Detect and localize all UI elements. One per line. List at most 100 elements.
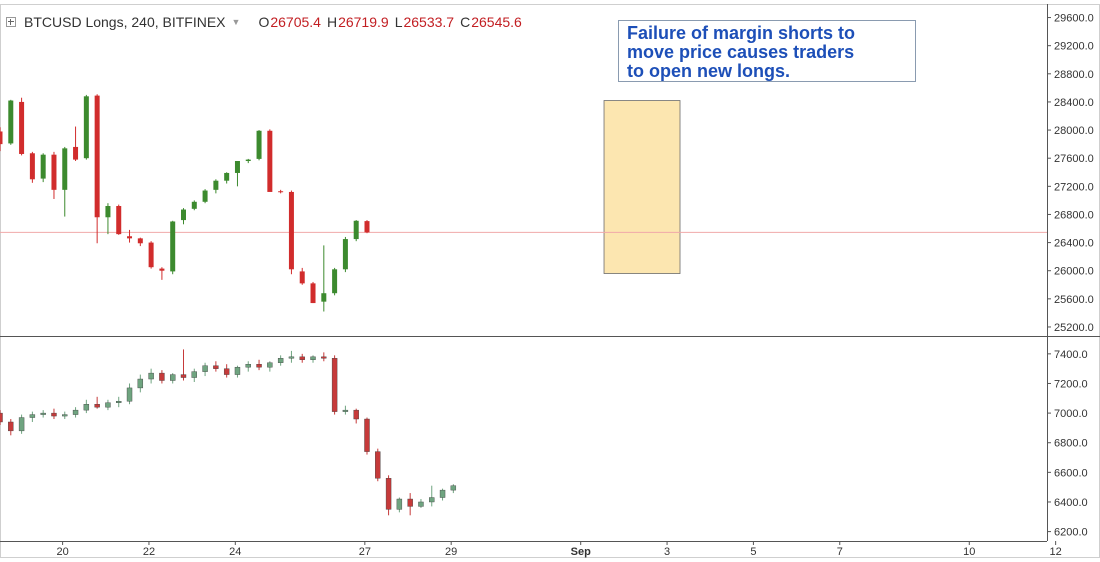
candle xyxy=(191,200,197,211)
candle xyxy=(62,146,68,217)
candle xyxy=(148,241,154,269)
candle-body xyxy=(364,221,370,233)
legend-bar: BTCUSD Longs, 240, BITFINEX ▼ O 26705.4 H… xyxy=(6,12,522,32)
candle xyxy=(364,417,370,455)
candle xyxy=(288,350,295,363)
candle xyxy=(159,267,165,280)
candle xyxy=(418,499,424,508)
y-tick-label: 26400.0 xyxy=(1054,238,1094,250)
candle xyxy=(223,364,230,378)
x-tick-label: 5 xyxy=(750,546,756,558)
x-tick-label: 22 xyxy=(143,546,155,558)
candle xyxy=(72,407,79,418)
candle xyxy=(170,373,176,384)
candle-body xyxy=(310,283,316,304)
candle-body xyxy=(288,356,295,359)
candle-body xyxy=(137,238,143,244)
candle-body xyxy=(439,489,446,498)
candle xyxy=(375,448,381,482)
candle-body xyxy=(396,498,403,510)
candle xyxy=(148,368,154,384)
price-pane: 7400.0 7200.0 7000.0 6800.0 6600.0 6400.0 6200… xyxy=(0,349,1088,539)
candle xyxy=(18,414,25,434)
candle xyxy=(29,151,35,183)
candle-body xyxy=(170,221,176,272)
candle xyxy=(202,189,208,204)
y-tick-label: 6800.0 xyxy=(1054,438,1088,450)
y-tick-label: 7000.0 xyxy=(1054,408,1088,420)
candle-body xyxy=(73,146,79,160)
candle-body xyxy=(148,242,154,268)
annotation-line: Failure of margin shorts to xyxy=(627,23,856,43)
candle-body xyxy=(245,364,251,368)
candle xyxy=(137,374,144,393)
candle xyxy=(170,220,176,275)
x-tick-label: 27 xyxy=(359,546,371,558)
candle-body xyxy=(8,100,14,144)
candle xyxy=(407,493,413,516)
candle-body xyxy=(126,387,133,402)
collapse-legend-icon[interactable] xyxy=(6,17,16,27)
candle-body xyxy=(148,372,154,380)
candle xyxy=(51,151,57,199)
ohlc-low-value: 26533.7 xyxy=(403,14,455,30)
ohlc-high-label: H xyxy=(326,14,338,30)
annotation-line: move price causes traders xyxy=(627,42,855,62)
candle xyxy=(353,408,359,424)
candle xyxy=(8,99,14,145)
candle-body xyxy=(288,191,294,270)
candle xyxy=(310,281,316,304)
candle-body xyxy=(137,378,144,389)
candle-body xyxy=(94,95,100,218)
candle-body xyxy=(94,404,100,408)
candle-body xyxy=(321,356,327,359)
candle xyxy=(19,97,25,156)
chart-frame xyxy=(0,4,1100,558)
x-tick-label: 12 xyxy=(1050,546,1062,558)
candle-body xyxy=(342,239,348,270)
candle xyxy=(267,361,273,372)
chevron-down-icon[interactable]: ▼ xyxy=(231,17,241,27)
y-tick-label: 27200.0 xyxy=(1054,181,1094,193)
y-tick-label: 29200.0 xyxy=(1054,41,1094,53)
annotation-box[interactable]: Failure of margin shorts to move price c… xyxy=(618,20,916,82)
candle-body xyxy=(170,374,176,381)
candle xyxy=(288,190,294,275)
candle-body xyxy=(40,412,46,415)
candle-body xyxy=(116,206,122,235)
x-tick-label: 3 xyxy=(664,546,670,558)
candle-body xyxy=(364,418,370,452)
candle-body xyxy=(105,206,111,218)
candle xyxy=(73,126,79,162)
symbol-title[interactable]: BTCUSD Longs, 240, BITFINEX xyxy=(24,14,226,30)
y-tick-label: 25600.0 xyxy=(1054,294,1094,306)
candle xyxy=(331,355,338,415)
candle-body xyxy=(159,372,165,381)
candle xyxy=(299,267,305,285)
candle-body xyxy=(332,269,338,294)
candle-body xyxy=(18,417,25,432)
candle xyxy=(396,497,403,513)
y-tick-label: 27600.0 xyxy=(1054,153,1094,165)
y-tick-label: 26800.0 xyxy=(1054,209,1094,221)
candle xyxy=(278,189,284,194)
candle-body xyxy=(213,365,219,369)
longs-pane: 29600.0 29200.0 28800.0 28400.0 28000.0 27600… xyxy=(0,13,1094,334)
candle-body xyxy=(321,293,327,302)
candle xyxy=(321,352,327,362)
candle-body xyxy=(19,101,25,154)
candle-body xyxy=(418,501,424,507)
candle-body xyxy=(202,190,208,202)
candle xyxy=(191,368,197,382)
candle xyxy=(342,405,349,415)
y-tick-label: 28800.0 xyxy=(1054,69,1094,81)
candle xyxy=(202,362,208,377)
y-tick-label: 28000.0 xyxy=(1054,125,1094,137)
candle-body xyxy=(256,130,262,159)
candle-body xyxy=(299,271,305,284)
candle xyxy=(429,485,435,507)
candle-body xyxy=(342,409,349,412)
candle-body xyxy=(299,356,305,360)
candle-body xyxy=(267,362,273,368)
